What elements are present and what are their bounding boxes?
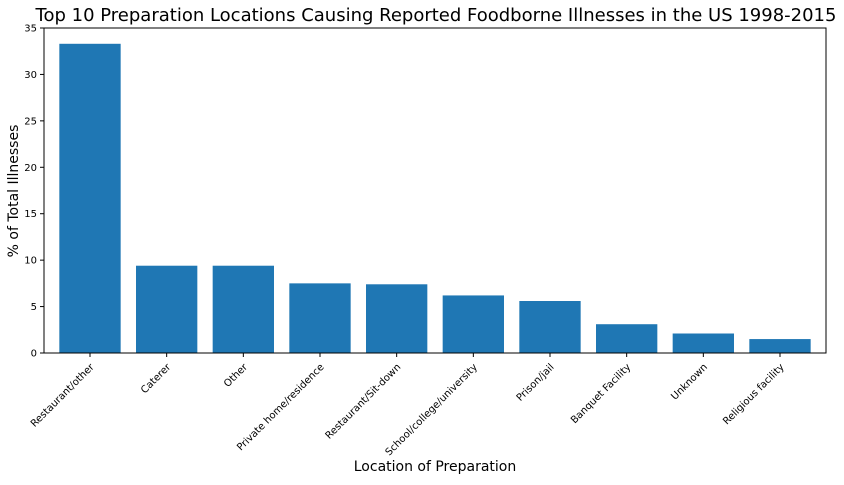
y-tick-label: 25 <box>24 116 37 127</box>
x-tick-label: Banquet Facility <box>569 362 633 426</box>
bar <box>136 265 198 353</box>
x-tick-label: Prison/jail <box>515 362 557 404</box>
chart-title: Top 10 Preparation Locations Causing Rep… <box>35 5 837 26</box>
bar <box>749 339 811 353</box>
x-tick-label: Restaurant/other <box>29 361 97 429</box>
y-axis: 0 5 10 15 20 25 30 35 <box>24 24 44 360</box>
bar <box>212 265 274 353</box>
bar <box>289 283 351 353</box>
x-tick-label: Private home/residence <box>235 362 326 453</box>
x-tick-label: Other <box>222 361 250 389</box>
x-tick-label: School/college/university <box>384 362 480 458</box>
bar <box>366 284 428 353</box>
plot-frame <box>43 27 827 354</box>
x-tick-label: Unknown <box>669 362 710 403</box>
y-tick-label: 15 <box>24 209 37 220</box>
bar <box>672 333 734 353</box>
y-tick-label: 0 <box>31 349 37 360</box>
y-tick-label: 5 <box>31 302 37 313</box>
y-tick-label: 20 <box>24 163 37 174</box>
x-tick-label: Religious facility <box>721 362 786 427</box>
bar <box>596 324 658 353</box>
y-axis-label: % of Total Illnesses <box>6 125 22 258</box>
bar <box>59 43 121 353</box>
bar <box>442 295 504 353</box>
x-axis-label: Location of Preparation <box>354 459 516 475</box>
x-tick-label: Caterer <box>139 361 174 396</box>
y-tick-label: 35 <box>24 24 37 35</box>
bar <box>519 301 581 353</box>
x-tick-label: Restaurant/Sit-down <box>324 362 404 442</box>
y-tick-label: 10 <box>24 256 37 267</box>
bars-group <box>59 43 811 353</box>
y-tick-label: 30 <box>24 70 37 81</box>
